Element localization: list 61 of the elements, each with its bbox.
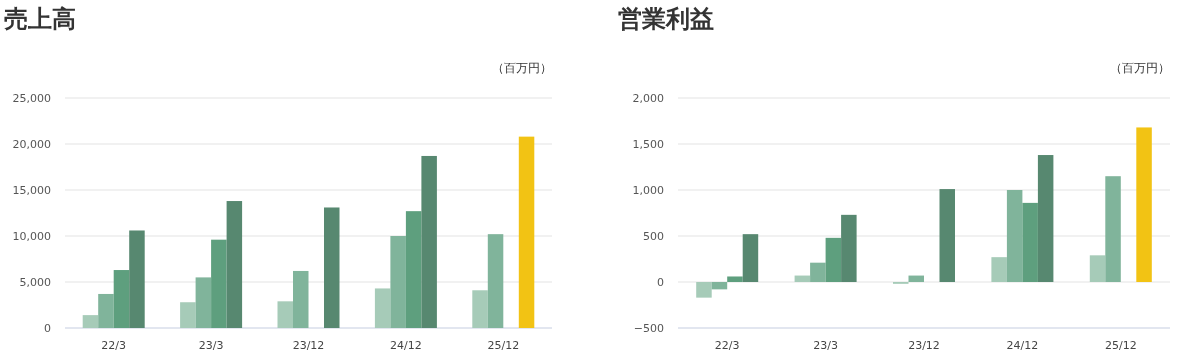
chart-title: 営業利益 [618,5,714,33]
y-tick-label: 5,000 [19,276,51,289]
bar [1006,190,1023,282]
y-tick-label: 2,000 [632,92,664,105]
bar [742,234,759,282]
bar [324,207,340,328]
bar [226,201,243,328]
bar [1136,127,1152,282]
bar [277,301,293,328]
bar [908,275,924,282]
bar [293,270,309,328]
bar [487,234,504,328]
y-tick-label: −500 [633,322,664,335]
bar [195,277,212,328]
bar [180,302,196,328]
x-tick-label: 23/3 [198,339,224,352]
y-tick-label: 0 [657,276,664,289]
bar [1105,176,1121,282]
bar [841,214,857,282]
bar [129,230,145,328]
bar [113,270,130,328]
bar [825,237,842,282]
x-tick-label: 23/12 [292,339,325,352]
y-tick-label: 500 [643,230,664,243]
y-axis-title: （百万円） [492,61,552,75]
y-tick-label: 15,000 [12,184,51,197]
y-tick-label: 1,500 [632,138,664,151]
x-tick-label: 25/12 [1104,339,1137,352]
x-tick-label: 22/3 [101,339,127,352]
bar [991,257,1007,282]
y-axis-title: （百万円） [1110,61,1170,75]
bar [711,282,728,290]
y-tick-label: 20,000 [12,138,51,151]
bar [421,155,437,328]
x-tick-label: 24/12 [390,339,422,352]
bar [939,189,955,282]
bar [518,136,535,328]
bar [794,275,811,282]
bar [696,282,712,298]
y-tick-label: 0 [44,322,51,335]
x-tick-label: 23/12 [908,339,940,352]
chart-title: 売上高 [4,5,76,33]
x-tick-label: 24/12 [1006,339,1039,352]
bar [472,290,488,328]
y-tick-label: 10,000 [12,230,51,243]
x-tick-label: 23/3 [813,339,838,352]
bar [1037,155,1054,282]
bar [810,262,826,282]
y-tick-label: 25,000 [12,92,51,105]
bar [390,236,406,328]
bar [211,239,227,328]
bar [374,288,391,328]
y-tick-label: 1,000 [632,184,664,197]
x-tick-label: 25/12 [487,339,520,352]
bar [82,315,99,328]
bar [1022,202,1038,282]
bar [98,293,114,328]
bar [727,276,743,282]
bar [405,211,422,328]
bar [1089,255,1106,282]
x-tick-label: 22/3 [714,339,740,352]
